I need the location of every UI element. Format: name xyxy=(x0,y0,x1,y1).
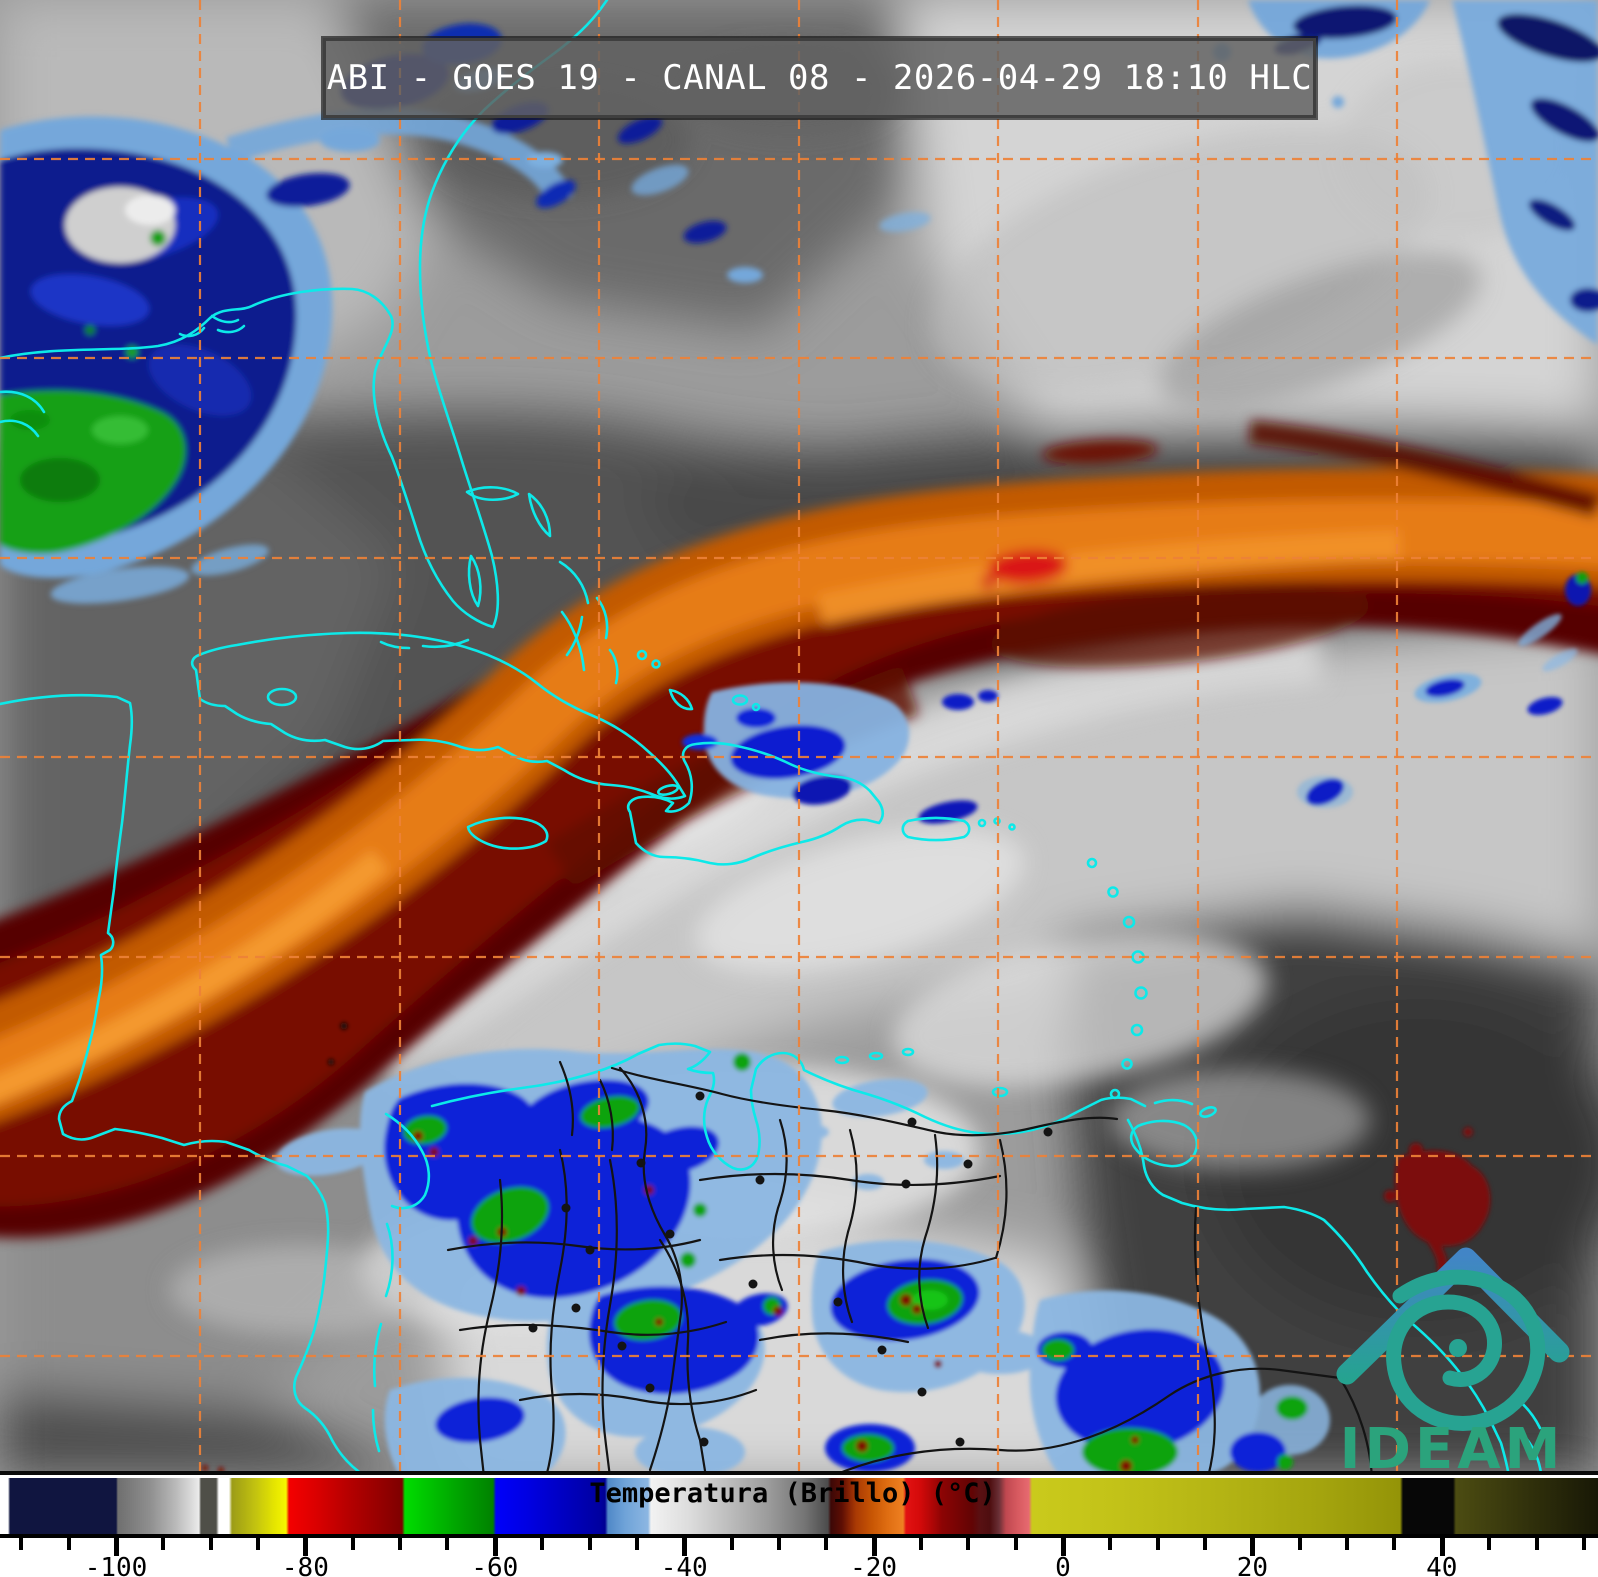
colorbar-tick-label: 40 xyxy=(1426,1553,1458,1577)
coastline-bahamas xyxy=(465,486,761,712)
colorbar-tick xyxy=(871,1538,877,1556)
image-title: ABI - GOES 19 - CANAL 08 - 2026-04-29 18… xyxy=(326,58,1313,98)
coastline-jamaica xyxy=(466,816,549,850)
colorbar-tick-label: 0 xyxy=(1055,1553,1071,1577)
coastline-puerto-rico xyxy=(901,816,971,842)
colorbar-legend: Temperatura (Brillo) (°C) -100 -80 -60 -40-… xyxy=(0,1475,1598,1577)
colorbar-tick-label: -80 xyxy=(281,1553,329,1577)
colorbar-tick xyxy=(1345,1538,1350,1550)
colorbar-tick-label: -60 xyxy=(471,1553,519,1577)
colorbar-tick xyxy=(540,1538,545,1550)
colorbar-tick-label: 20 xyxy=(1236,1553,1269,1577)
coastline-hispaniola xyxy=(626,741,885,866)
colorbar-tick-label: -20 xyxy=(850,1553,898,1577)
colorbar-tick xyxy=(587,1538,592,1550)
colorbar-tick xyxy=(634,1538,639,1550)
colorbar-tick xyxy=(1155,1538,1160,1550)
colorbar-tick-label: -100 xyxy=(84,1553,148,1577)
colorbar-tick xyxy=(1581,1538,1586,1550)
image-title-bar: ABI - GOES 19 - CANAL 08 - 2026-04-29 18… xyxy=(323,38,1316,118)
graticule-grid xyxy=(0,0,1598,1475)
satellite-map: IDEAM xyxy=(0,0,1598,1475)
colorbar-tick xyxy=(208,1538,213,1550)
colorbar-tick xyxy=(19,1538,24,1550)
coastline-guyana xyxy=(1126,1118,1510,1475)
colorbar-tick xyxy=(161,1538,166,1550)
colorbar-tick xyxy=(114,1538,119,1556)
colorbar-tick xyxy=(350,1538,355,1550)
coastline-colombia-pacific xyxy=(371,1112,431,1453)
colorbar-tick xyxy=(1108,1538,1113,1550)
colorbar-gradient: Temperatura (Brillo) (°C) xyxy=(0,1478,1598,1538)
colorbar-tick xyxy=(1439,1538,1445,1556)
colorbar-tick xyxy=(682,1538,688,1556)
coastline-south-america-north xyxy=(430,1042,1194,1171)
coastline-isla-juventud xyxy=(266,687,298,707)
logo-spiral-icon xyxy=(1386,1269,1546,1431)
colorbar-tick xyxy=(303,1538,309,1556)
colorbar-tick xyxy=(1534,1538,1539,1550)
colorbar-tick xyxy=(66,1538,71,1550)
logo-text: IDEAM xyxy=(1340,1417,1565,1475)
coastline-florida-keys xyxy=(379,638,470,650)
colorbar-tick xyxy=(966,1538,971,1550)
colorbar-title: Temperatura (Brillo) (°C) xyxy=(589,1478,996,1509)
colorbar-tick xyxy=(1250,1538,1256,1556)
colorbar-tick xyxy=(776,1538,781,1550)
colorbar-tick xyxy=(824,1538,829,1550)
ideam-logo: IDEAM xyxy=(1336,1247,1570,1475)
coastline-yucatan-central-america xyxy=(0,693,366,1475)
coastlines xyxy=(0,0,1543,1475)
colorbar-axis: -100 -80 -60 -40 -20 0 20 40 xyxy=(0,1538,1598,1577)
coastline-trinidad xyxy=(1129,1119,1199,1168)
map-bottom-edge xyxy=(0,1471,1598,1475)
colorbar-tick xyxy=(1013,1538,1018,1550)
colorbar-tick xyxy=(1203,1538,1208,1550)
colorbar-tick xyxy=(729,1538,734,1550)
colorbar-tick xyxy=(918,1538,923,1550)
colorbar-tick xyxy=(1392,1538,1397,1550)
colorbar-tick xyxy=(1061,1538,1066,1556)
political-borders xyxy=(446,1060,1373,1475)
colorbar-tick xyxy=(1487,1538,1492,1550)
colorbar-tick-label: -40 xyxy=(660,1553,708,1577)
colorbar-tick xyxy=(398,1538,403,1550)
colorbar-tick xyxy=(492,1538,498,1556)
colorbar-tick xyxy=(256,1538,261,1550)
convection-south-america xyxy=(202,1022,1330,1475)
colorbar-tick xyxy=(1297,1538,1302,1550)
colorbar-tick xyxy=(445,1538,450,1550)
coastline-cuba xyxy=(190,631,687,800)
city-dots xyxy=(528,1091,1053,1447)
coastline-us-gulf-atlantic xyxy=(0,0,609,629)
